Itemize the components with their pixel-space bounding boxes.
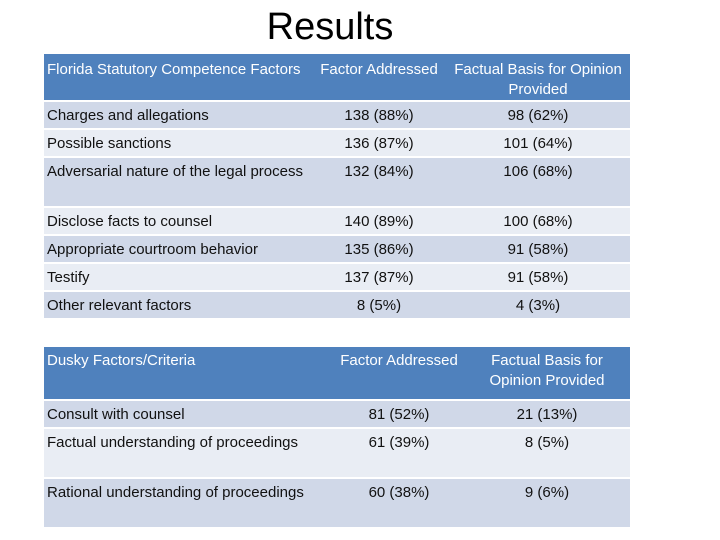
factual-basis-value: 8 (5%) (464, 427, 630, 477)
factor-addressed-value: 135 (86%) (312, 234, 446, 262)
factual-basis-value: 91 (58%) (446, 234, 630, 262)
factual-basis-value: 91 (58%) (446, 262, 630, 290)
factor-addressed-value: 140 (89%) (312, 206, 446, 234)
factor-addressed-value: 137 (87%) (312, 262, 446, 290)
table-header-row: Dusky Factors/Criteria Factor Addressed … (44, 347, 630, 399)
factor-label: Disclose facts to counsel (44, 206, 312, 234)
factor-label: Testify (44, 262, 312, 290)
factor-label: Consult with counsel (44, 399, 334, 427)
factor-addressed-value: 136 (87%) (312, 128, 446, 156)
factual-basis-value: 106 (68%) (446, 156, 630, 206)
factor-addressed-value: 138 (88%) (312, 100, 446, 128)
column-header: Factual Basis for Opinion Provided (464, 347, 630, 399)
table-row: Factual understanding of proceedings 61 … (44, 427, 630, 477)
factual-basis-value: 9 (6%) (464, 477, 630, 527)
factor-label: Adversarial nature of the legal process (44, 156, 312, 206)
dusky-criteria-table: Dusky Factors/Criteria Factor Addressed … (44, 347, 630, 527)
factor-label: Possible sanctions (44, 128, 312, 156)
factor-addressed-value: 81 (52%) (334, 399, 464, 427)
column-header: Factor Addressed (312, 54, 446, 100)
column-header: Dusky Factors/Criteria (44, 347, 334, 399)
column-header: Factor Addressed (334, 347, 464, 399)
factual-basis-value: 100 (68%) (446, 206, 630, 234)
table-row: Rational understanding of proceedings 60… (44, 477, 630, 527)
table-row: Disclose facts to counsel 140 (89%) 100 … (44, 206, 630, 234)
factual-basis-value: 21 (13%) (464, 399, 630, 427)
factor-addressed-value: 8 (5%) (312, 290, 446, 318)
table-row: Other relevant factors 8 (5%) 4 (3%) (44, 290, 630, 318)
factual-basis-value: 98 (62%) (446, 100, 630, 128)
column-header: Florida Statutory Competence Factors (44, 54, 312, 100)
table-row: Appropriate courtroom behavior 135 (86%)… (44, 234, 630, 262)
factor-label: Other relevant factors (44, 290, 312, 318)
table-row: Charges and allegations 138 (88%) 98 (62… (44, 100, 630, 128)
factor-label: Charges and allegations (44, 100, 312, 128)
table-row: Possible sanctions 136 (87%) 101 (64%) (44, 128, 630, 156)
table-row: Consult with counsel 81 (52%) 21 (13%) (44, 399, 630, 427)
factor-label: Appropriate courtroom behavior (44, 234, 312, 262)
page-title: Results (266, 6, 394, 48)
florida-competence-table: Florida Statutory Competence Factors Fac… (44, 54, 630, 318)
factor-addressed-value: 132 (84%) (312, 156, 446, 206)
factor-label: Rational understanding of proceedings (44, 477, 334, 527)
factor-addressed-value: 61 (39%) (334, 427, 464, 477)
factual-basis-value: 101 (64%) (446, 128, 630, 156)
factor-addressed-value: 60 (38%) (334, 477, 464, 527)
table-header-row: Florida Statutory Competence Factors Fac… (44, 54, 630, 100)
factor-label: Factual understanding of proceedings (44, 427, 334, 477)
factual-basis-value: 4 (3%) (446, 290, 630, 318)
table-row: Testify 137 (87%) 91 (58%) (44, 262, 630, 290)
table-row: Adversarial nature of the legal process … (44, 156, 630, 206)
column-header: Factual Basis for Opinion Provided (446, 54, 630, 100)
